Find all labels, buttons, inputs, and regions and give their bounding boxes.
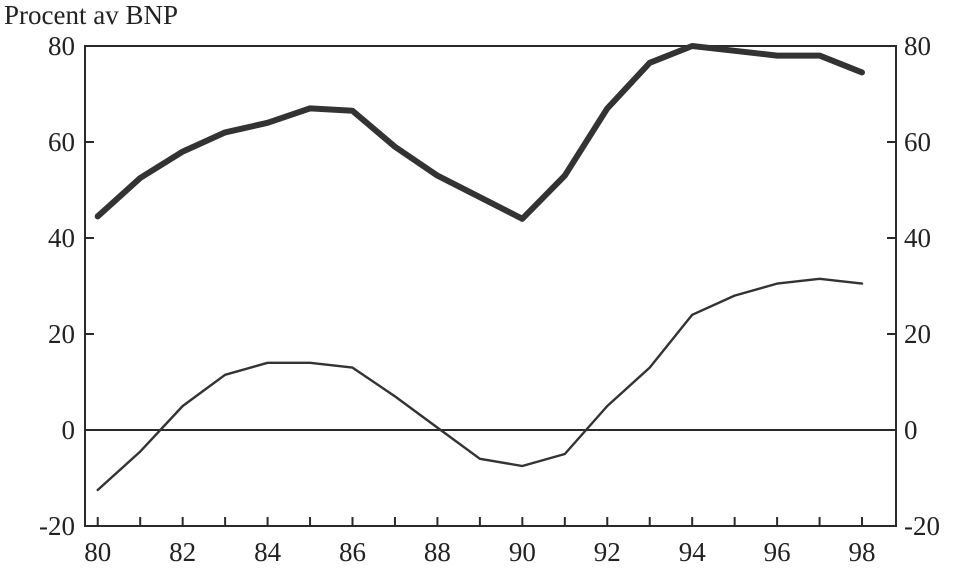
y-tick-label-right: 80 xyxy=(904,31,931,61)
x-tick-label: 80 xyxy=(84,537,111,567)
x-tick-label: 88 xyxy=(424,537,451,567)
x-tick-label: 90 xyxy=(509,537,536,567)
y-tick-label-right: 60 xyxy=(904,127,931,157)
x-tick-label: 96 xyxy=(764,537,791,567)
series-layer xyxy=(94,43,865,492)
y-axis-label: Procent av BNP xyxy=(4,0,178,30)
x-tick-label: 92 xyxy=(594,537,621,567)
x-tick-label: 82 xyxy=(169,537,196,567)
y-tick-label-right: 0 xyxy=(904,415,918,445)
y-tick-label-left: 40 xyxy=(48,223,75,253)
plot-frame xyxy=(84,45,897,527)
x-ticks: 80 82 84 86 88 90 92 94 96 98 xyxy=(84,517,876,567)
y-tick-label-right: 40 xyxy=(904,223,931,253)
left-y-ticks: -20 0 20 40 60 80 xyxy=(39,31,94,541)
y-tick-label-right: -20 xyxy=(904,511,940,541)
x-tick-label: 98 xyxy=(849,537,876,567)
y-tick-label-left: 0 xyxy=(62,415,76,445)
y-tick-label-left: 60 xyxy=(48,127,75,157)
y-tick-label-left: -20 xyxy=(39,511,75,541)
x-tick-label: 94 xyxy=(679,537,707,567)
series-line-1 xyxy=(94,43,865,222)
x-tick-label: 86 xyxy=(339,537,366,567)
y-tick-label-left: 80 xyxy=(48,31,75,61)
y-tick-label-left: 20 xyxy=(48,319,75,349)
right-y-ticks: -20 0 20 40 60 80 xyxy=(887,31,940,541)
x-tick-label: 84 xyxy=(254,537,282,567)
series-line-2 xyxy=(96,277,864,492)
y-tick-label-right: 20 xyxy=(904,319,931,349)
